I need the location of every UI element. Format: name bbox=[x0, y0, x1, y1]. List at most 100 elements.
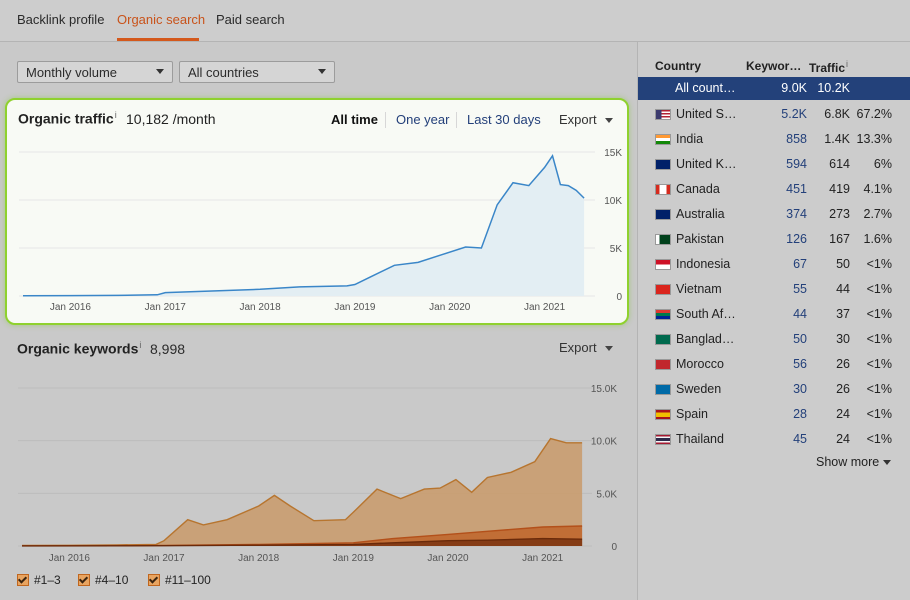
flag-bd-icon bbox=[655, 334, 671, 345]
tab-backlink-profile[interactable]: Backlink profile bbox=[17, 12, 105, 27]
country-row-pk[interactable]: Pakistan 126 167 1.6% bbox=[638, 227, 910, 252]
country-keywords: 374 bbox=[786, 207, 807, 221]
country-percent: 1.6% bbox=[863, 232, 893, 246]
x-tick-label: Jan 2021 bbox=[524, 302, 566, 313]
legend-4-10[interactable]: #4–10 bbox=[78, 573, 128, 587]
country-row-gb[interactable]: United K… 594 614 6% bbox=[638, 152, 910, 177]
country-row-all[interactable]: All count… 9.0K 10.2K bbox=[638, 77, 910, 100]
flag-gb-icon bbox=[655, 159, 671, 170]
y-tick-label: 0 bbox=[611, 542, 617, 553]
flag-th-icon bbox=[655, 434, 671, 445]
country-percent: <1% bbox=[866, 282, 892, 296]
country-percent: <1% bbox=[866, 357, 892, 371]
country-keywords: 28 bbox=[793, 407, 807, 421]
organic-traffic-title: Organic traffici bbox=[18, 110, 117, 127]
flag-ca-icon bbox=[655, 184, 671, 195]
country-row-ca[interactable]: Canada 451 419 4.1% bbox=[638, 177, 910, 202]
country-keywords: 9.0K bbox=[781, 81, 807, 95]
country-keywords: 50 bbox=[793, 332, 807, 346]
traffic-area bbox=[23, 155, 585, 296]
country-percent: <1% bbox=[866, 332, 892, 346]
chevron-down-icon bbox=[883, 460, 892, 466]
range-separator bbox=[456, 112, 457, 128]
country-row-au[interactable]: Australia 374 273 2.7% bbox=[638, 202, 910, 227]
show-more-button[interactable]: Show more bbox=[816, 455, 892, 469]
organic-keywords-value: 8,998 bbox=[150, 341, 186, 357]
country-row-id[interactable]: Indonesia 67 50 <1% bbox=[638, 252, 910, 277]
country-percent: 13.3% bbox=[856, 132, 892, 146]
legend-top3-label: #1–3 bbox=[34, 573, 61, 587]
keywords-line-series-2 bbox=[21, 537, 583, 547]
country-percent: 6% bbox=[873, 157, 892, 171]
country-row-in[interactable]: India 858 1.4K 13.3% bbox=[638, 127, 910, 152]
keywords-line-series-0 bbox=[21, 437, 583, 547]
tab-organic-search[interactable]: Organic search bbox=[117, 12, 206, 27]
checkbox-checked-icon bbox=[17, 574, 29, 586]
traffic-header[interactable]: Traffici bbox=[809, 59, 848, 75]
country-keywords: 45 bbox=[793, 432, 807, 446]
country-name: United K… bbox=[676, 157, 737, 171]
country-percent: <1% bbox=[866, 257, 892, 271]
country-percent: 4.1% bbox=[863, 182, 893, 196]
range-last-30-days[interactable]: Last 30 days bbox=[467, 112, 541, 127]
keywords-area-series-2 bbox=[22, 538, 583, 546]
country-traffic: 24 bbox=[836, 432, 850, 446]
country-traffic: 167 bbox=[829, 232, 850, 246]
country-row-vn[interactable]: Vietnam 55 44 <1% bbox=[638, 277, 910, 302]
organic-traffic-title-text: Organic traffic bbox=[18, 110, 114, 127]
x-tick-label: Jan 2017 bbox=[145, 302, 187, 313]
range-one-year[interactable]: One year bbox=[396, 112, 450, 127]
legend-top3[interactable]: #1–3 bbox=[17, 573, 61, 587]
country-row-us[interactable]: United S… 5.2K 6.8K 67.2% bbox=[638, 102, 910, 127]
flag-id-icon bbox=[655, 259, 671, 270]
country-traffic: 24 bbox=[836, 407, 850, 421]
volume-select-value: Monthly volume bbox=[26, 65, 118, 80]
traffic-line bbox=[22, 154, 585, 297]
y-tick-label: 5K bbox=[610, 244, 623, 255]
country-select[interactable]: All countries bbox=[179, 61, 335, 83]
legend-11-100-label: #11–100 bbox=[165, 573, 211, 587]
country-header[interactable]: Country bbox=[655, 59, 701, 73]
info-icon: i bbox=[846, 59, 849, 69]
y-tick-label: 0 bbox=[616, 292, 622, 303]
chevron-down-icon bbox=[604, 118, 613, 124]
chevron-down-icon bbox=[156, 69, 164, 74]
country-percent: <1% bbox=[866, 407, 892, 421]
country-row-za[interactable]: South Af… 44 37 <1% bbox=[638, 302, 910, 327]
country-keywords: 126 bbox=[786, 232, 807, 246]
info-icon[interactable]: i bbox=[139, 340, 142, 350]
country-panel bbox=[637, 42, 910, 600]
tab-paid-search[interactable]: Paid search bbox=[216, 12, 285, 27]
country-row-es[interactable]: Spain 28 24 <1% bbox=[638, 402, 910, 427]
country-row-th[interactable]: Thailand 45 24 <1% bbox=[638, 427, 910, 452]
legend-11-100[interactable]: #11–100 bbox=[148, 573, 211, 587]
country-keywords: 55 bbox=[793, 282, 807, 296]
range-all-time[interactable]: All time bbox=[331, 112, 378, 127]
x-tick-label: Jan 2018 bbox=[238, 553, 280, 564]
country-traffic: 37 bbox=[836, 307, 850, 321]
country-traffic: 614 bbox=[829, 157, 850, 171]
country-name: United S… bbox=[676, 107, 737, 121]
keywords-header[interactable]: Keywor… bbox=[746, 59, 802, 73]
x-tick-label: Jan 2020 bbox=[427, 553, 469, 564]
country-row-bd[interactable]: Banglad… 50 30 <1% bbox=[638, 327, 910, 352]
country-select-value: All countries bbox=[188, 65, 259, 80]
info-icon[interactable]: i bbox=[114, 110, 117, 120]
flag-pk-icon bbox=[655, 234, 671, 245]
country-row-se[interactable]: Sweden 30 26 <1% bbox=[638, 377, 910, 402]
country-traffic: 273 bbox=[829, 207, 850, 221]
flag-es-icon bbox=[655, 409, 671, 420]
traffic-export-button[interactable]: Export bbox=[559, 112, 613, 127]
x-tick-label: Jan 2019 bbox=[334, 302, 376, 313]
volume-select[interactable]: Monthly volume bbox=[17, 61, 173, 83]
country-keywords: 858 bbox=[786, 132, 807, 146]
traffic-header-label: Traffic bbox=[809, 61, 846, 75]
organic-keywords-title-text: Organic keywords bbox=[17, 340, 139, 357]
country-name: India bbox=[676, 132, 704, 146]
country-percent: 2.7% bbox=[863, 207, 893, 221]
country-row-ma[interactable]: Morocco 56 26 <1% bbox=[638, 352, 910, 377]
keywords-export-button[interactable]: Export bbox=[559, 340, 613, 355]
country-name: South Af… bbox=[676, 307, 736, 321]
y-tick-label: 5.0K bbox=[596, 489, 617, 500]
country-name: Morocco bbox=[676, 357, 724, 371]
